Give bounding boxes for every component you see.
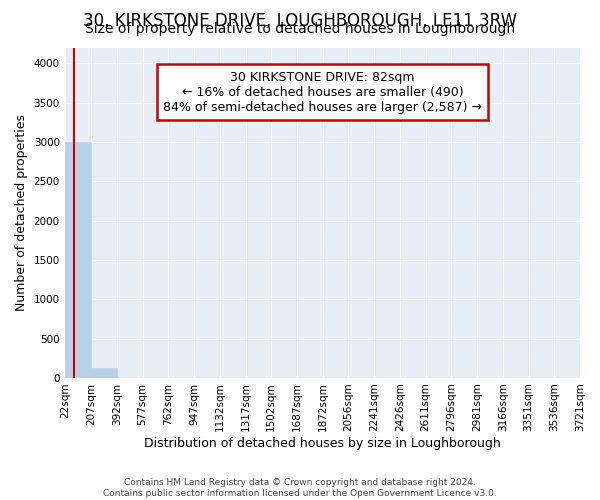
X-axis label: Distribution of detached houses by size in Loughborough: Distribution of detached houses by size … xyxy=(144,437,501,450)
Bar xyxy=(65,142,91,378)
Text: Contains HM Land Registry data © Crown copyright and database right 2024.
Contai: Contains HM Land Registry data © Crown c… xyxy=(103,478,497,498)
Bar xyxy=(91,368,117,378)
Text: 30, KIRKSTONE DRIVE, LOUGHBOROUGH, LE11 3RW: 30, KIRKSTONE DRIVE, LOUGHBOROUGH, LE11 … xyxy=(83,12,517,30)
Y-axis label: Number of detached properties: Number of detached properties xyxy=(15,114,28,311)
Text: 30 KIRKSTONE DRIVE: 82sqm
← 16% of detached houses are smaller (490)
84% of semi: 30 KIRKSTONE DRIVE: 82sqm ← 16% of detac… xyxy=(163,70,482,114)
Text: Size of property relative to detached houses in Loughborough: Size of property relative to detached ho… xyxy=(85,22,515,36)
